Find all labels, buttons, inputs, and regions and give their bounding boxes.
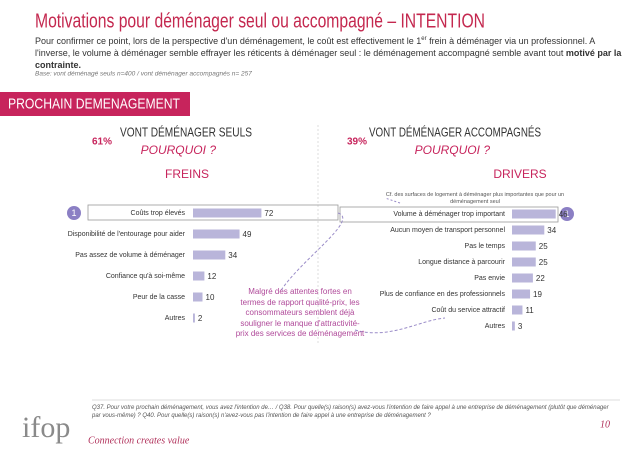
bar [193,229,240,239]
highlight-box [339,206,559,223]
category-label: Pas envie [474,275,505,282]
bar [193,208,262,218]
footnote: Q37. Pour votre prochain déménagement, v… [92,405,609,419]
value-label: 34 [228,251,237,260]
value-label: 46 [559,210,568,219]
chart-title: DRIVERS [493,167,546,181]
category-label: Confiance qu'à soi-même [106,273,185,280]
bar [512,321,515,331]
note: Cf. des surfaces de logement à déménager… [385,192,565,205]
value-label: 22 [536,274,545,283]
connector-arrow [354,317,446,334]
right-share: 39% [347,137,367,148]
slide-title: Motivations pour déménager seul ou accom… [35,10,485,32]
category-label: Autres [485,323,506,330]
value-label: 19 [533,290,542,299]
category-label: Pas assez de volume à déménager [75,252,185,259]
value-label: 25 [539,242,548,251]
callout: Malgré des attentes fortes en termes de … [235,287,365,338]
category-label: Autres [165,315,186,322]
bar [193,250,226,260]
bar [512,289,531,299]
badge-label: 1 [564,209,569,219]
bar [512,305,523,315]
value-label: 11 [525,306,534,315]
intro: Pour confirmer ce point, lors de la pers… [35,33,630,71]
value-label: 34 [547,226,556,235]
left-share: 61% [92,137,112,148]
category-label: Volume à déménager trop important [393,211,505,218]
tagline: Connection creates value [88,435,190,446]
connector-arrow [279,212,344,293]
bar [512,225,545,235]
category-label: Coût du service attractif [431,307,505,314]
banner-bg [0,92,190,116]
badge [67,206,81,220]
chart-title: FREINS [165,167,209,181]
highlight-box [87,204,339,221]
badge [560,207,574,221]
left-heading: VONT DÉMÉNAGER SEULS [120,124,252,139]
intro-sup: er [421,36,427,42]
category-label: Longue distance à parcourir [418,259,505,266]
bar [512,209,556,219]
base-note: Base: vont déménagé seuls n=400 / vont d… [35,71,252,78]
value-label: 12 [207,272,216,281]
category-label: Peur de la casse [133,294,185,301]
banner-text: PROCHAIN DEMENAGEMENT [8,95,180,112]
value-label: 49 [243,230,252,239]
left-question: POURQUOI ? [141,143,217,157]
value-label: 72 [264,209,273,218]
category-label: Plus de confiance en des professionnels [380,291,506,298]
intro-text: frein à déménager via un professionnel. … [35,36,595,58]
badge-label: 1 [71,208,76,218]
category-label: Pas le temps [465,243,506,250]
bar [193,313,195,323]
intro-text: Pour confirmer ce point, lors de la pers… [35,36,422,46]
intro-bold: motivé par la contrainte. [35,48,622,70]
note-arrow [384,197,401,204]
category-label: Coûts trop élevés [131,210,186,217]
value-label: 3 [518,322,523,331]
bar [193,292,203,302]
value-label: 2 [198,314,203,323]
category-label: Disponibilité de l'entourage pour aider [68,231,186,238]
bar [512,273,533,283]
page-number: 10 [600,419,610,430]
bar [512,241,536,251]
bar [193,271,205,281]
category-label: Aucun moyen de transport personnel [390,227,505,234]
bar [512,257,536,267]
right-heading: VONT DÉMÉNAGER ACCOMPAGNÉS [369,124,541,139]
right-question: POURQUOI ? [415,143,491,157]
logo: ifop [22,411,70,444]
value-label: 25 [539,258,548,267]
value-label: 10 [206,293,215,302]
